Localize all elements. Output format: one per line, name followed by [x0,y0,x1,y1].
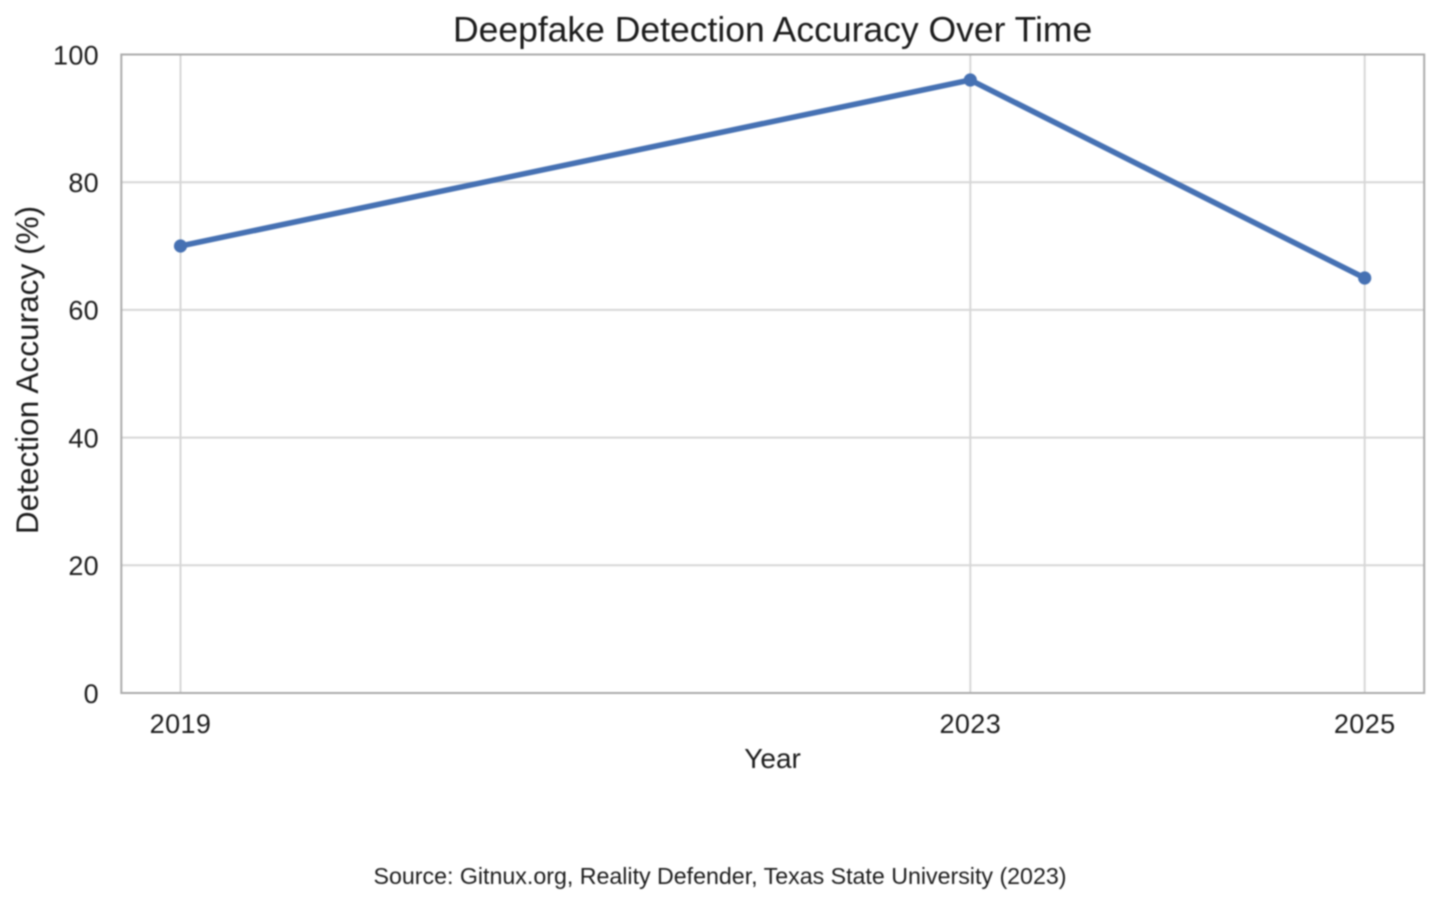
svg-text:2019: 2019 [150,709,212,739]
svg-text:2025: 2025 [1334,709,1396,739]
svg-text:20: 20 [68,551,99,581]
svg-text:60: 60 [68,296,99,326]
svg-text:Detection Accuracy (%): Detection Accuracy (%) [9,206,45,534]
svg-text:40: 40 [68,423,99,453]
svg-text:0: 0 [84,679,99,709]
svg-text:Deepfake Detection Accuracy Ov: Deepfake Detection Accuracy Over Time [453,9,1092,49]
svg-text:Source: Gitnux.org, Reality De: Source: Gitnux.org, Reality Defender, Te… [374,863,1067,889]
svg-text:2023: 2023 [939,709,1001,739]
svg-text:Year: Year [744,743,801,774]
svg-text:80: 80 [68,168,99,198]
svg-text:100: 100 [53,40,99,70]
